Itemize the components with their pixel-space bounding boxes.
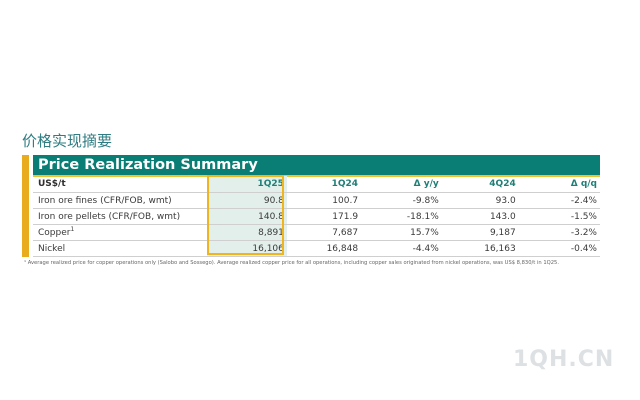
- table-title-band: Price Realization Summary: [33, 155, 600, 177]
- watermark-logo: 1QH.CN: [513, 347, 615, 372]
- table-row: Nickel 16,106 16,848 -4.4% 16,163 -0.4%: [33, 240, 600, 257]
- header-delta-yy: Δ y/y: [361, 176, 442, 193]
- table-row: Iron ore pellets (CFR/FOB, wmt) 140.8 17…: [33, 208, 600, 225]
- price-table: US$/t 1Q25 1Q24 Δ y/y 4Q24 Δ q/q Iron or…: [33, 176, 600, 257]
- row-label-cell: Copper1: [33, 224, 208, 241]
- cell-1q24: 7,687: [286, 224, 362, 241]
- cell-delta-qq: -1.5%: [518, 208, 600, 225]
- cell-4q24: 93.0: [441, 192, 519, 209]
- cell-1q25: 90.8: [207, 192, 287, 209]
- cell-delta-yy: -4.4%: [361, 240, 442, 257]
- cell-delta-yy: 15.7%: [361, 224, 442, 241]
- cell-delta-qq: -2.4%: [518, 192, 600, 209]
- cell-1q25: 140.8: [207, 208, 287, 225]
- header-unit: US$/t: [33, 176, 208, 193]
- header-delta-qq: Δ q/q: [518, 176, 600, 193]
- cell-4q24: 143.0: [441, 208, 519, 225]
- row-label: Iron ore fines (CFR/FOB, wmt): [33, 192, 208, 209]
- table-row: Iron ore fines (CFR/FOB, wmt) 90.8 100.7…: [33, 192, 600, 209]
- cell-delta-qq: -3.2%: [518, 224, 600, 241]
- row-label: Iron ore pellets (CFR/FOB, wmt): [33, 208, 208, 225]
- footnote-marker: 1: [70, 225, 75, 233]
- footnote: ¹ Average realized price for copper oper…: [24, 260, 559, 266]
- cell-1q24: 16,848: [286, 240, 362, 257]
- header-1q25: 1Q25: [207, 176, 287, 193]
- header-4q24: 4Q24: [441, 176, 519, 193]
- table-row: Copper1 8,891 7,687 15.7% 9,187 -3.2%: [33, 224, 600, 241]
- table-title: Price Realization Summary: [38, 157, 258, 173]
- cell-1q24: 171.9: [286, 208, 362, 225]
- header-1q24: 1Q24: [286, 176, 362, 193]
- cell-4q24: 16,163: [441, 240, 519, 257]
- cell-1q25: 8,891: [207, 224, 287, 241]
- cell-1q25: 16,106: [207, 240, 287, 257]
- accent-bar: [22, 155, 29, 257]
- section-heading: 价格实现摘要: [22, 132, 113, 150]
- cell-4q24: 9,187: [441, 224, 519, 241]
- cell-delta-qq: -0.4%: [518, 240, 600, 257]
- cell-1q24: 100.7: [286, 192, 362, 209]
- row-label: Copper: [38, 227, 71, 238]
- table-header-row: US$/t 1Q25 1Q24 Δ y/y 4Q24 Δ q/q: [33, 176, 600, 193]
- cell-delta-yy: -18.1%: [361, 208, 442, 225]
- cell-delta-yy: -9.8%: [361, 192, 442, 209]
- row-label: Nickel: [33, 240, 208, 257]
